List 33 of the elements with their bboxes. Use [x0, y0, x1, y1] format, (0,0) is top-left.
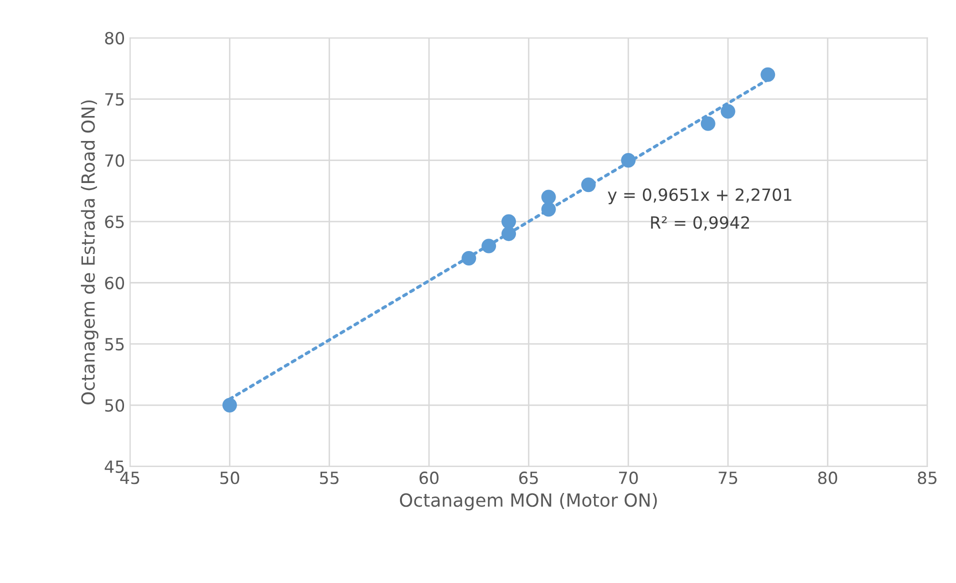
- x-tick-label: 45: [120, 472, 140, 484]
- point: [222, 398, 237, 412]
- point: [501, 214, 516, 229]
- point: [541, 202, 556, 217]
- x-tick-label: 65: [519, 472, 538, 484]
- y-axis-title: Octanagem de Estrada (Road ON): [80, 100, 98, 404]
- point: [501, 226, 516, 242]
- y-tick-label: 55: [105, 338, 124, 351]
- point: [541, 190, 556, 204]
- point: [700, 116, 716, 131]
- point: [482, 238, 496, 254]
- x-tick-label: 80: [818, 472, 838, 484]
- y-tick-label: 60: [105, 276, 124, 290]
- point: [462, 250, 476, 266]
- x-tick-label: 55: [320, 472, 338, 484]
- y-tick-label: 50: [105, 399, 124, 412]
- y-tick-label: 45: [104, 460, 124, 473]
- point: [581, 178, 596, 192]
- x-axis-title: Octanagem MON (Motor ON): [400, 492, 657, 510]
- y-tick-label: 70: [105, 154, 124, 167]
- y-tick-label: 75: [105, 93, 124, 106]
- x-tick-label: 75: [718, 472, 738, 484]
- point: [720, 104, 736, 119]
- y-tick-label: 65: [105, 216, 124, 228]
- annotation: R² = 0,9942: [651, 216, 749, 231]
- x-tick-label: 60: [420, 472, 438, 484]
- x-tick-label: 50: [220, 472, 240, 484]
- x-tick-label: 85: [918, 472, 936, 484]
- x-tick-label: 70: [619, 472, 638, 484]
- point: [621, 153, 636, 168]
- y-tick-label: 80: [105, 32, 124, 44]
- point: [760, 67, 776, 82]
- annotation: y = 0,9651x + 2,2701: [608, 188, 792, 204]
